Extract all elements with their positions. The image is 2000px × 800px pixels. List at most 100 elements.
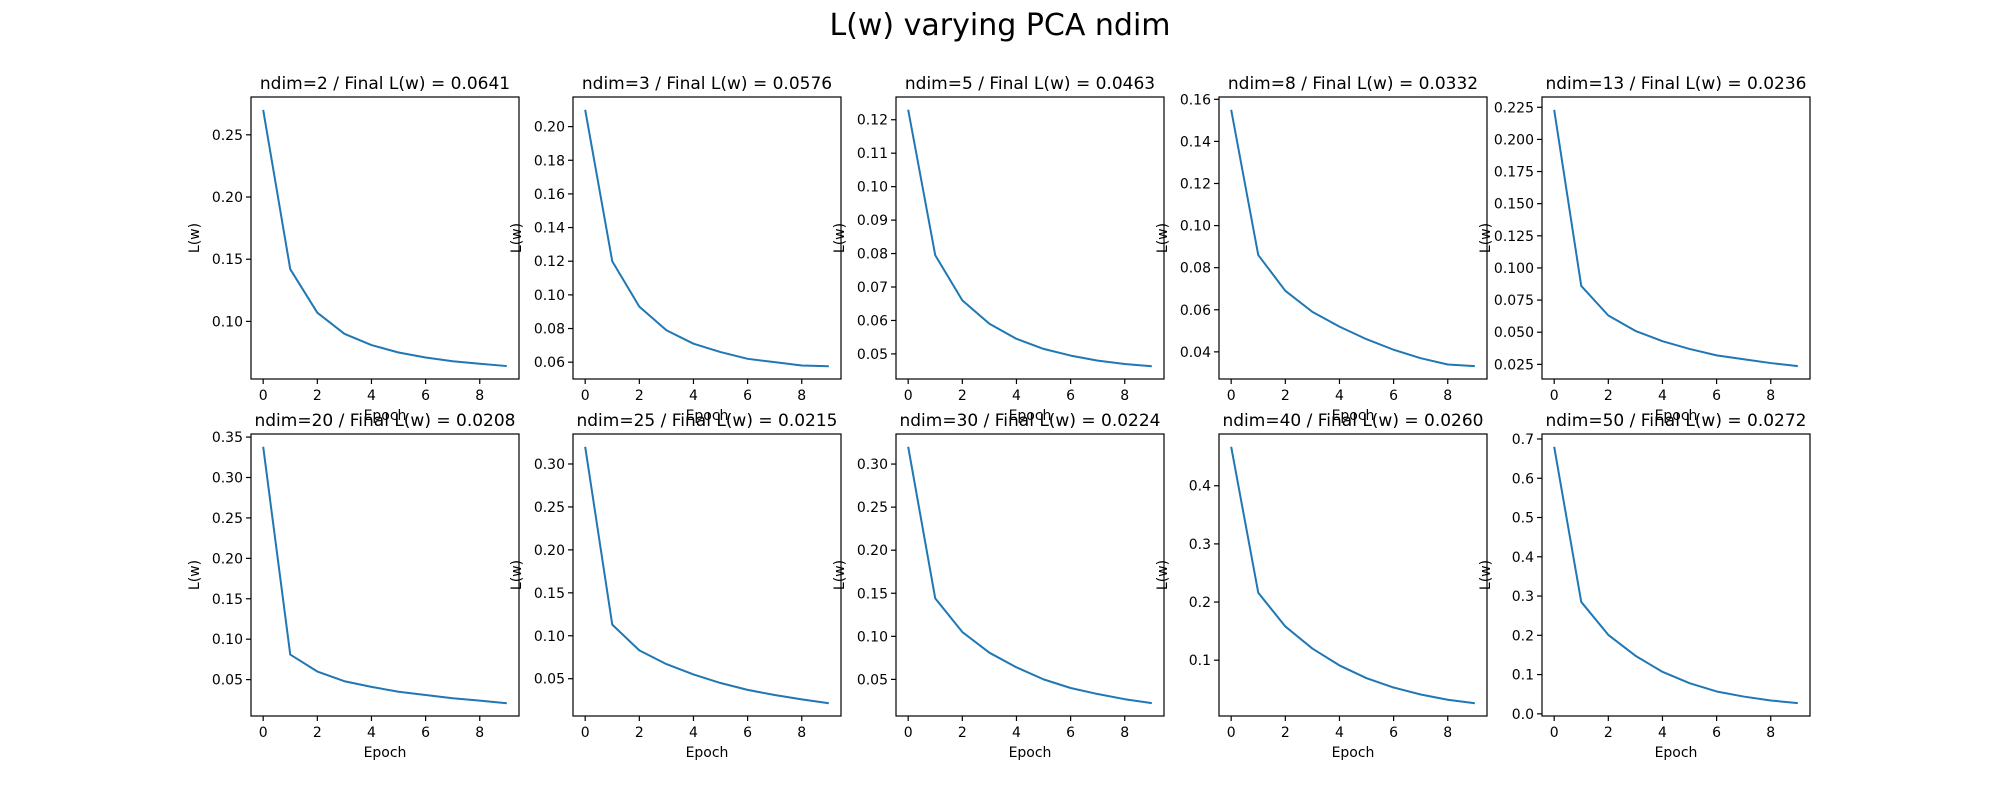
x-axis-label: Epoch bbox=[686, 408, 729, 424]
y-tick-label: 0.25 bbox=[857, 500, 888, 516]
y-tick-label: 0.100 bbox=[1494, 261, 1534, 277]
series-line-1 bbox=[1553, 109, 1798, 368]
y-tick-label: 0.08 bbox=[857, 247, 888, 263]
y-tick-label: 0.06 bbox=[534, 355, 565, 371]
x-tick-label: 6 bbox=[1712, 388, 1721, 404]
x-tick-label: 8 bbox=[797, 725, 806, 741]
x-tick-label: 4 bbox=[367, 725, 376, 741]
y-tick-label: 0.10 bbox=[1180, 219, 1211, 235]
y-tick-label: 0.10 bbox=[857, 629, 888, 645]
y-tick-label: 0.20 bbox=[534, 120, 565, 136]
y-tick-label: 0.3 bbox=[1189, 537, 1211, 553]
subplot-title: ndim=5 / Final L(w) = 0.0463 bbox=[905, 74, 1155, 94]
x-tick-label: 0 bbox=[1227, 725, 1236, 741]
series-line-1 bbox=[907, 446, 1152, 705]
y-tick-label: 0.200 bbox=[1494, 132, 1534, 148]
x-tick-label: 2 bbox=[313, 388, 322, 404]
y-tick-label: 0.4 bbox=[1512, 550, 1534, 566]
x-tick-label: 2 bbox=[1604, 725, 1613, 741]
x-tick-label: 6 bbox=[1712, 725, 1721, 741]
x-tick-label: 4 bbox=[1335, 725, 1344, 741]
y-tick-label: 0.7 bbox=[1512, 432, 1534, 448]
subplot-title: ndim=30 / Final L(w) = 0.0224 bbox=[899, 411, 1160, 431]
x-axis-label: Epoch bbox=[1009, 408, 1052, 424]
x-axis-label: Epoch bbox=[1655, 745, 1698, 761]
x-axis-label: Epoch bbox=[1009, 745, 1052, 761]
y-tick-label: 0.05 bbox=[857, 672, 888, 688]
x-tick-label: 2 bbox=[635, 725, 644, 741]
x-tick-label: 4 bbox=[1658, 725, 1667, 741]
y-tick-label: 0.225 bbox=[1494, 100, 1534, 116]
y-tick-label: 0.30 bbox=[857, 457, 888, 473]
y-tick-label: 0.1 bbox=[1189, 653, 1211, 669]
y-tick-label: 0.3 bbox=[1512, 589, 1534, 605]
subplot-1: ndim=2 / Final L(w) = 0.0641 0 2 4 6 8 0.10 0.1… bbox=[187, 74, 520, 424]
subplot-5: ndim=13 / Final L(w) = 0.0236 0 2 4 6 8 0.025 0… bbox=[1478, 74, 1811, 424]
x-tick-label: 6 bbox=[1066, 725, 1075, 741]
y-tick-label: 0.20 bbox=[857, 543, 888, 559]
y-axis-label: L(w) bbox=[1478, 560, 1494, 590]
x-tick-label: 0 bbox=[1550, 725, 1559, 741]
x-axis-label: Epoch bbox=[364, 745, 407, 761]
y-tick-label: 0.15 bbox=[212, 252, 243, 268]
y-tick-label: 0.10 bbox=[534, 629, 565, 645]
y-tick-label: 0.35 bbox=[212, 430, 243, 446]
axes-frame bbox=[1218, 96, 1488, 380]
subplot-title: ndim=8 / Final L(w) = 0.0332 bbox=[1228, 74, 1478, 94]
y-tick-label: 0.15 bbox=[534, 586, 565, 602]
x-tick-label: 4 bbox=[1658, 388, 1667, 404]
subplot-10: ndim=50 / Final L(w) = 0.0272 0 2 4 6 8 0.0 0.1… bbox=[1478, 411, 1811, 761]
subplot-title: ndim=3 / Final L(w) = 0.0576 bbox=[582, 74, 832, 94]
y-tick-label: 0.10 bbox=[212, 632, 243, 648]
x-tick-label: 0 bbox=[904, 388, 913, 404]
subplot-title: ndim=2 / Final L(w) = 0.0641 bbox=[260, 74, 510, 94]
series-line-1 bbox=[262, 109, 507, 368]
y-tick-label: 0.06 bbox=[1180, 303, 1211, 319]
y-axis-label: L(w) bbox=[509, 560, 525, 590]
y-tick-label: 0.05 bbox=[212, 673, 243, 689]
x-tick-label: 2 bbox=[958, 388, 967, 404]
x-tick-label: 4 bbox=[1012, 388, 1021, 404]
series-line-1 bbox=[584, 446, 829, 705]
subplot-title: ndim=13 / Final L(w) = 0.0236 bbox=[1545, 74, 1806, 94]
y-tick-label: 0.12 bbox=[1180, 176, 1211, 192]
x-tick-label: 4 bbox=[367, 388, 376, 404]
x-tick-label: 2 bbox=[1281, 388, 1290, 404]
x-axis-label: Epoch bbox=[1332, 745, 1375, 761]
x-tick-label: 2 bbox=[635, 388, 644, 404]
y-tick-label: 0.05 bbox=[534, 672, 565, 688]
x-tick-label: 6 bbox=[1066, 388, 1075, 404]
x-tick-label: 6 bbox=[743, 388, 752, 404]
x-axis-label: Epoch bbox=[1332, 408, 1375, 424]
axes-frame bbox=[572, 433, 842, 717]
y-tick-label: 0.5 bbox=[1512, 511, 1534, 527]
y-tick-label: 0.175 bbox=[1494, 165, 1534, 181]
y-tick-label: 0.2 bbox=[1512, 628, 1534, 644]
y-tick-label: 0.15 bbox=[212, 592, 243, 608]
y-tick-label: 0.2 bbox=[1189, 595, 1211, 611]
x-tick-label: 2 bbox=[1604, 388, 1613, 404]
y-tick-label: 0.25 bbox=[212, 511, 243, 527]
y-tick-label: 0.04 bbox=[1180, 345, 1211, 361]
y-tick-label: 0.08 bbox=[534, 322, 565, 338]
y-tick-label: 0.25 bbox=[212, 128, 243, 144]
series-line-1 bbox=[1230, 446, 1475, 705]
x-tick-label: 0 bbox=[581, 388, 590, 404]
y-tick-label: 0.10 bbox=[212, 314, 243, 330]
y-axis-label: L(w) bbox=[509, 223, 525, 253]
y-tick-label: 0.30 bbox=[212, 470, 243, 486]
x-tick-label: 6 bbox=[421, 725, 430, 741]
x-tick-label: 6 bbox=[1389, 725, 1398, 741]
x-tick-label: 8 bbox=[1120, 725, 1129, 741]
y-tick-label: 0.14 bbox=[534, 221, 565, 237]
y-tick-label: 0.20 bbox=[212, 190, 243, 206]
axes-frame bbox=[572, 96, 842, 380]
figure-title: L(w) varying PCA ndim bbox=[829, 8, 1171, 43]
x-tick-label: 8 bbox=[1766, 388, 1775, 404]
subplot-6: ndim=20 / Final L(w) = 0.0208 0 2 4 6 8 0.05 0.… bbox=[187, 411, 520, 761]
series-line-1 bbox=[1230, 109, 1475, 368]
x-tick-label: 4 bbox=[1335, 388, 1344, 404]
y-tick-label: 0.12 bbox=[534, 254, 565, 270]
subplot-4: ndim=8 / Final L(w) = 0.0332 0 2 4 6 8 0.04 0.0… bbox=[1155, 74, 1488, 424]
subplot-8: ndim=30 / Final L(w) = 0.0224 0 2 4 6 8 0.05 0.… bbox=[832, 411, 1165, 761]
